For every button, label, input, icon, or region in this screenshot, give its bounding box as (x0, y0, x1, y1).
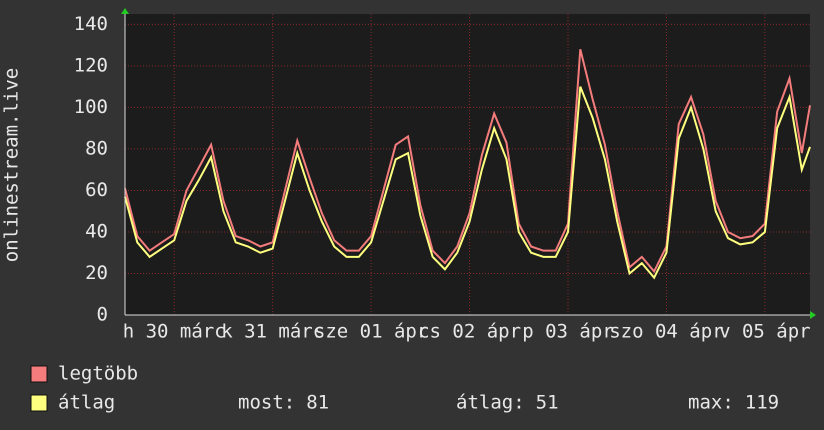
x-tick-label: sze 01 ápr (314, 321, 428, 343)
stat-label: most: (238, 392, 295, 414)
series-line (124, 86, 811, 280)
x-tick-label: cs 02 ápr (418, 321, 521, 343)
plot-area (125, 14, 810, 315)
y-tick-label: 0 (97, 304, 108, 326)
y-tick-label: 40 (85, 220, 108, 242)
y-arrow (121, 8, 129, 14)
legend-swatch (30, 394, 48, 412)
y-tick-label: 120 (74, 54, 108, 76)
x-arrow (810, 311, 816, 319)
x-tick-label: k 31 márc (221, 321, 324, 343)
stat-label: átlag: (456, 392, 525, 414)
y-tick-label: 80 (85, 137, 108, 159)
y-tick-label: 140 (74, 13, 108, 35)
stat-value: 119 (745, 392, 779, 414)
y-tick-label: 20 (85, 262, 108, 284)
x-tick-label: p 03 ápr (522, 321, 614, 343)
stat-value: 81 (306, 392, 329, 414)
legend-label: legtöbb (58, 363, 138, 385)
x-tick-label: szo 04 ápr (609, 321, 723, 343)
x-tick-label: v 05 ápr (719, 321, 811, 343)
y-axis-label: onlinestream.live (1, 68, 23, 262)
y-tick-label: 100 (74, 96, 108, 118)
y-tick-label: 60 (85, 179, 108, 201)
x-tick-label: h 30 márc (123, 321, 226, 343)
stat-value: 51 (536, 392, 559, 414)
legend-swatch (30, 365, 48, 383)
series-line (124, 49, 811, 274)
legend-label: átlag (58, 392, 115, 414)
stat-label: max: (688, 392, 734, 414)
